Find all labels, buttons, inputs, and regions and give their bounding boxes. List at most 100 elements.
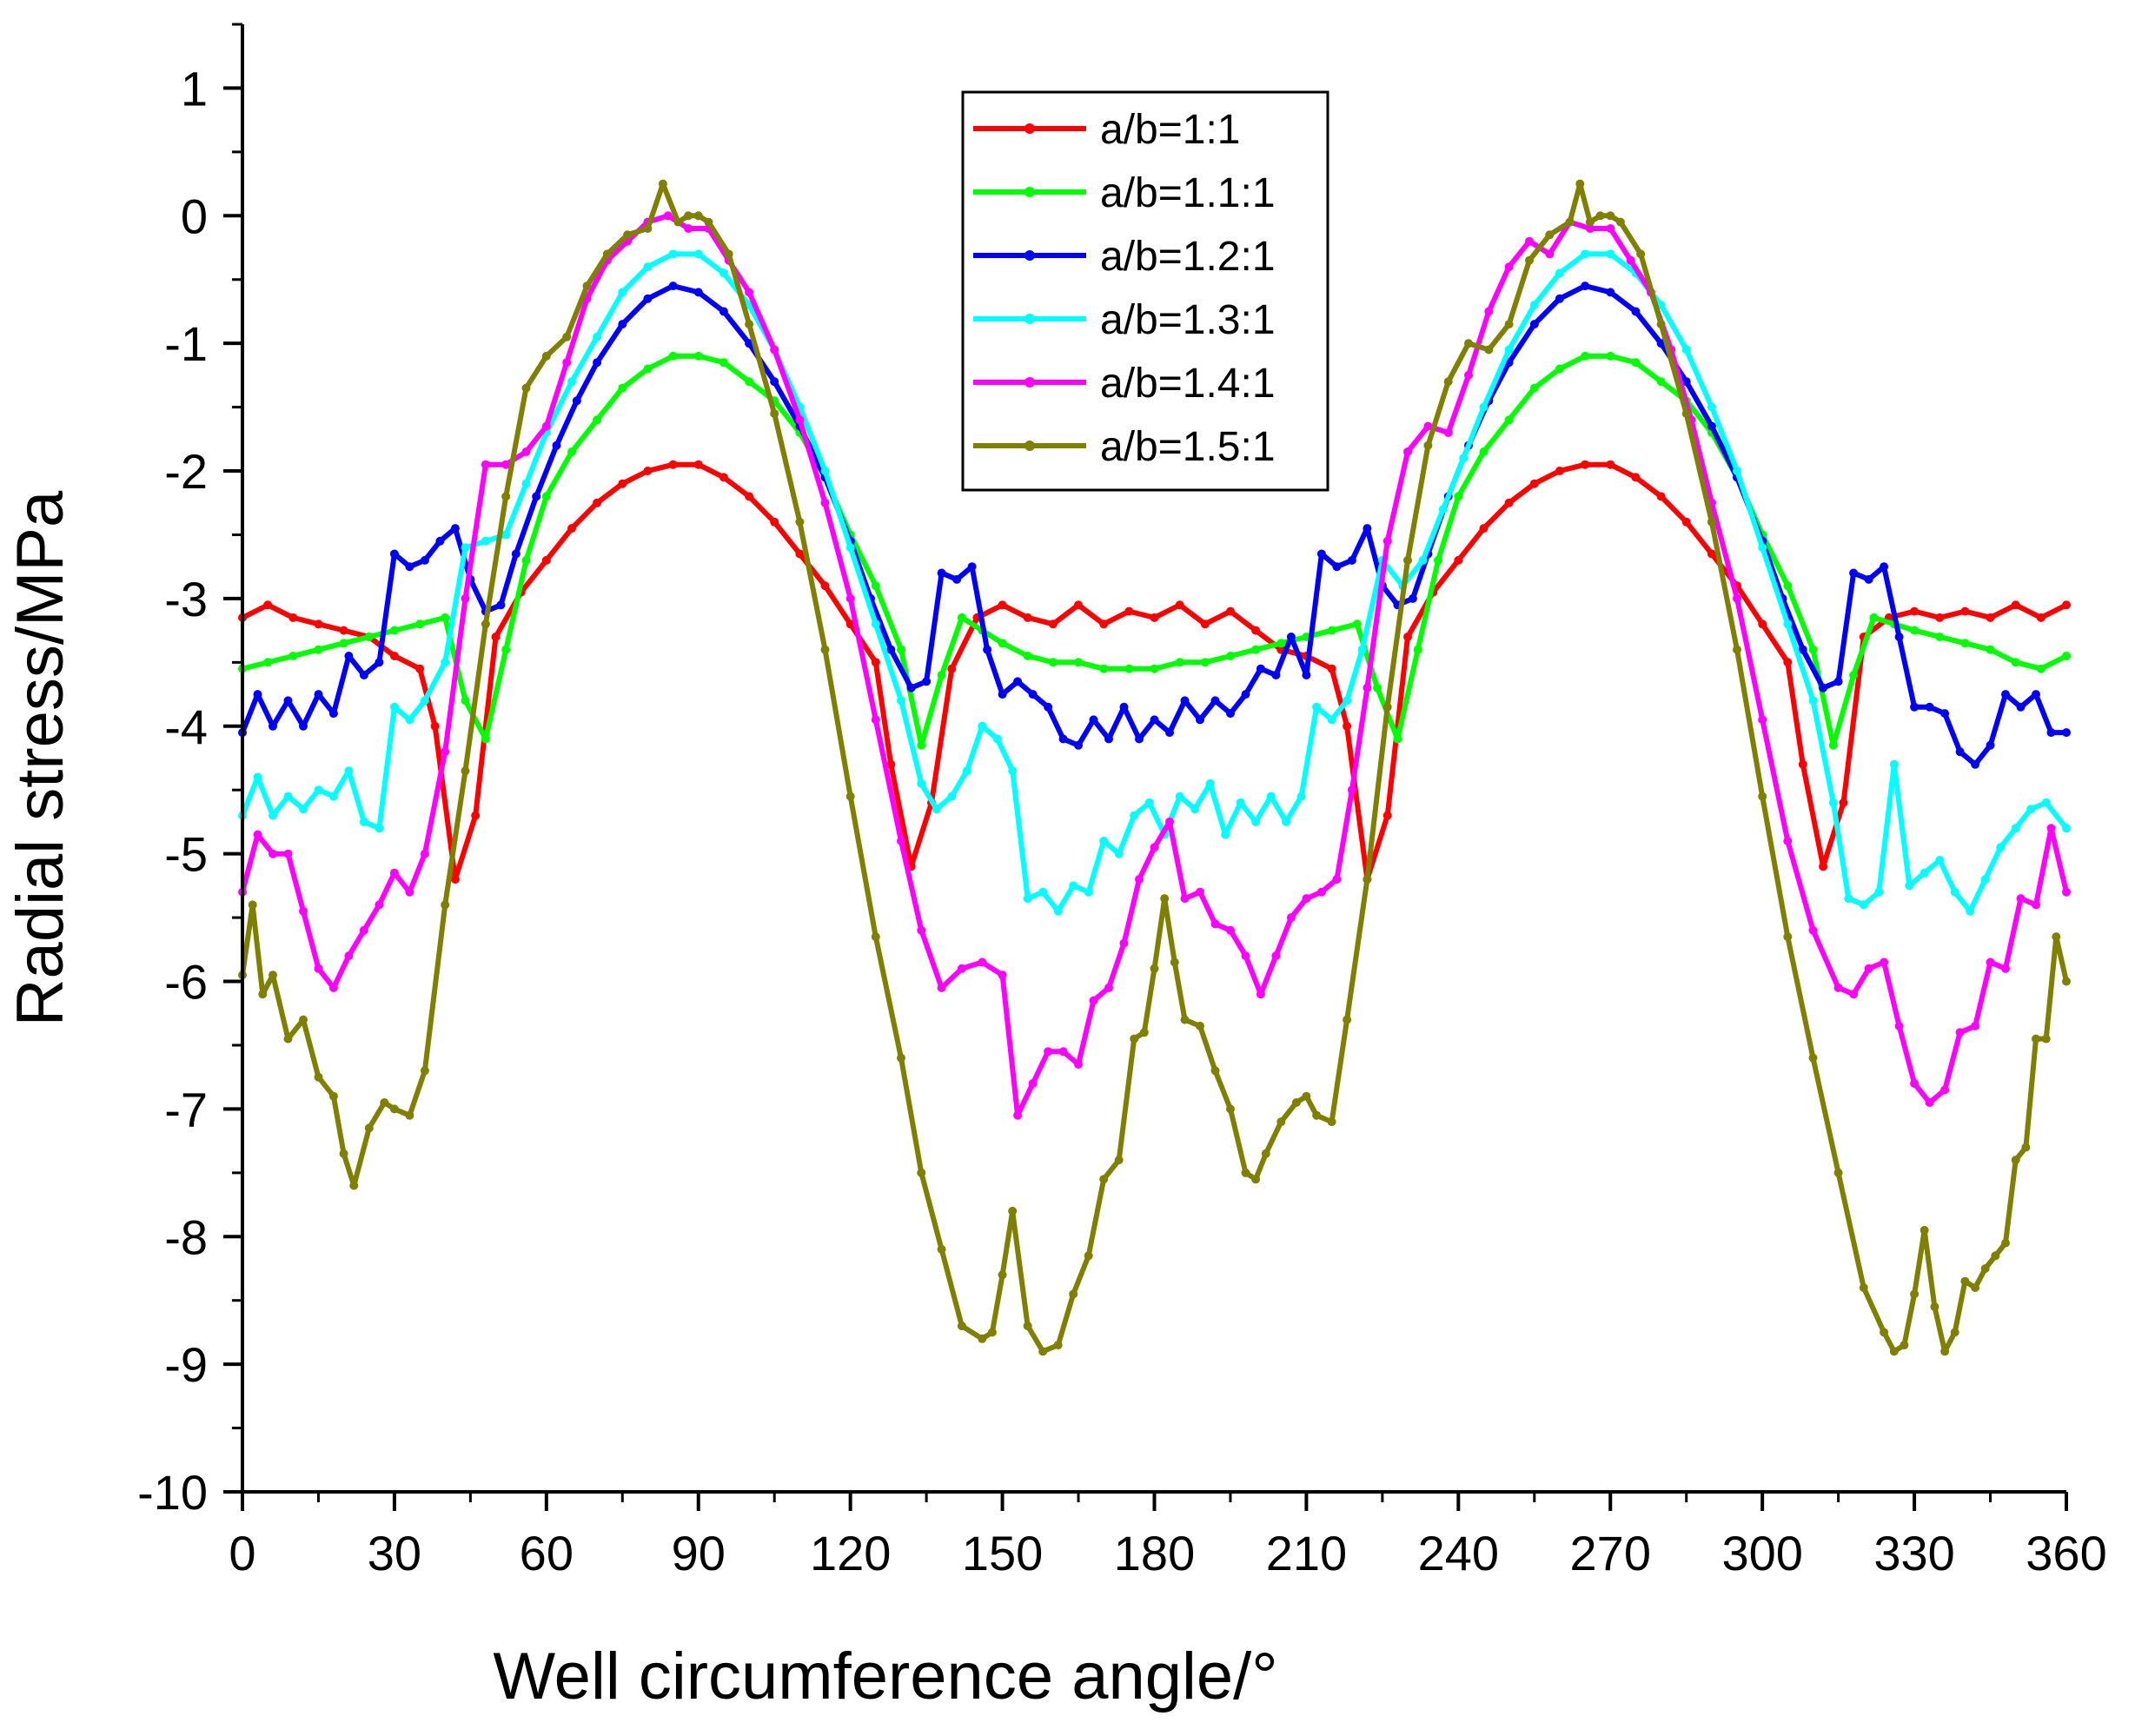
data-point bbox=[1069, 1289, 1078, 1299]
data-point bbox=[1859, 1283, 1868, 1292]
data-point bbox=[1190, 805, 1200, 814]
data-point bbox=[389, 549, 399, 559]
data-point bbox=[1479, 402, 1489, 412]
data-point bbox=[668, 282, 678, 291]
data-point bbox=[845, 620, 855, 629]
data-point bbox=[1950, 887, 1959, 897]
data-point bbox=[820, 467, 830, 475]
data-point bbox=[1074, 740, 1083, 750]
data-point bbox=[314, 620, 323, 629]
data-point bbox=[1226, 606, 1235, 616]
data-point bbox=[820, 645, 830, 654]
data-point bbox=[344, 951, 354, 961]
data-point bbox=[1808, 925, 1818, 935]
data-point bbox=[375, 658, 384, 667]
data-point bbox=[521, 383, 531, 393]
data-point bbox=[719, 307, 728, 316]
data-point bbox=[359, 817, 368, 826]
data-point bbox=[1828, 798, 1838, 807]
data-point bbox=[2052, 932, 2061, 942]
legend-item: a/b=1.5:1 bbox=[973, 424, 1276, 470]
data-point bbox=[1104, 734, 1113, 744]
data-point bbox=[1459, 454, 1469, 463]
data-point bbox=[1783, 837, 1793, 845]
data-point bbox=[1023, 652, 1032, 660]
data-point bbox=[450, 875, 460, 884]
data-point bbox=[704, 217, 713, 227]
data-point bbox=[582, 282, 592, 291]
data-point bbox=[2001, 1238, 2010, 1248]
data-point bbox=[2041, 798, 2051, 807]
data-point bbox=[1418, 555, 1428, 565]
data-point bbox=[1839, 798, 1848, 807]
series-line bbox=[240, 251, 2069, 914]
data-point bbox=[957, 964, 966, 973]
legend-marker bbox=[1024, 250, 1035, 261]
data-point bbox=[1833, 983, 1843, 992]
data-point bbox=[1271, 671, 1281, 679]
data-point bbox=[1880, 562, 1889, 572]
data-point bbox=[299, 1015, 308, 1024]
data-point bbox=[1545, 249, 1555, 259]
y-tick-label: -8 bbox=[164, 1209, 208, 1264]
data-point bbox=[1135, 875, 1144, 884]
data-point bbox=[1276, 1117, 1286, 1127]
data-point bbox=[1681, 517, 1691, 527]
series-layer bbox=[238, 179, 2071, 1356]
data-point bbox=[1479, 524, 1489, 533]
data-point bbox=[1347, 555, 1356, 565]
data-point bbox=[693, 249, 703, 259]
data-point bbox=[1413, 645, 1422, 654]
data-point bbox=[461, 593, 470, 603]
data-point bbox=[567, 447, 576, 456]
data-point bbox=[1819, 862, 1828, 871]
data-point bbox=[2032, 1034, 2040, 1044]
data-point bbox=[1581, 282, 1590, 291]
data-point bbox=[845, 593, 855, 603]
data-point bbox=[1114, 849, 1124, 858]
data-point bbox=[602, 249, 612, 259]
data-point bbox=[1464, 339, 1473, 348]
data-point bbox=[795, 517, 805, 527]
data-point bbox=[1053, 906, 1063, 916]
data-point bbox=[1950, 1328, 1959, 1337]
data-point bbox=[1504, 320, 1514, 329]
legend-label: a/b=1.5:1 bbox=[1100, 424, 1276, 470]
data-point bbox=[1606, 351, 1615, 361]
legend-item: a/b=1.3:1 bbox=[973, 297, 1276, 343]
data-point bbox=[572, 396, 581, 406]
data-point bbox=[405, 887, 414, 897]
data-point bbox=[283, 849, 293, 858]
data-point bbox=[998, 600, 1007, 610]
data-point bbox=[1783, 581, 1793, 591]
data-point bbox=[2016, 702, 2026, 712]
y-tick-label: -3 bbox=[164, 572, 208, 626]
data-point bbox=[1357, 645, 1367, 654]
data-point bbox=[684, 211, 693, 221]
data-point bbox=[1048, 658, 1058, 667]
legend-marker bbox=[1024, 187, 1035, 197]
data-point bbox=[269, 721, 277, 731]
data-point bbox=[283, 792, 293, 801]
data-point bbox=[430, 721, 440, 731]
legend-item: a/b=1.2:1 bbox=[973, 234, 1276, 280]
data-point bbox=[2036, 664, 2045, 673]
data-point bbox=[947, 792, 957, 801]
data-point bbox=[562, 358, 572, 368]
y-tick-label: -6 bbox=[164, 955, 208, 1010]
legend-marker bbox=[1024, 441, 1035, 451]
data-point bbox=[1585, 224, 1595, 233]
data-point bbox=[1069, 881, 1078, 891]
legend-marker bbox=[1024, 377, 1035, 388]
data-point bbox=[1044, 702, 1053, 712]
data-point bbox=[364, 1123, 374, 1133]
data-point bbox=[795, 549, 805, 559]
x-axis-title: Well circumference angle/° bbox=[493, 1640, 1277, 1713]
data-point bbox=[1180, 894, 1190, 904]
data-point bbox=[1210, 919, 1220, 929]
data-point bbox=[1935, 613, 1945, 622]
data-point bbox=[917, 779, 926, 788]
data-point bbox=[1119, 702, 1129, 712]
data-point bbox=[1393, 734, 1402, 744]
data-point bbox=[1636, 249, 1646, 259]
